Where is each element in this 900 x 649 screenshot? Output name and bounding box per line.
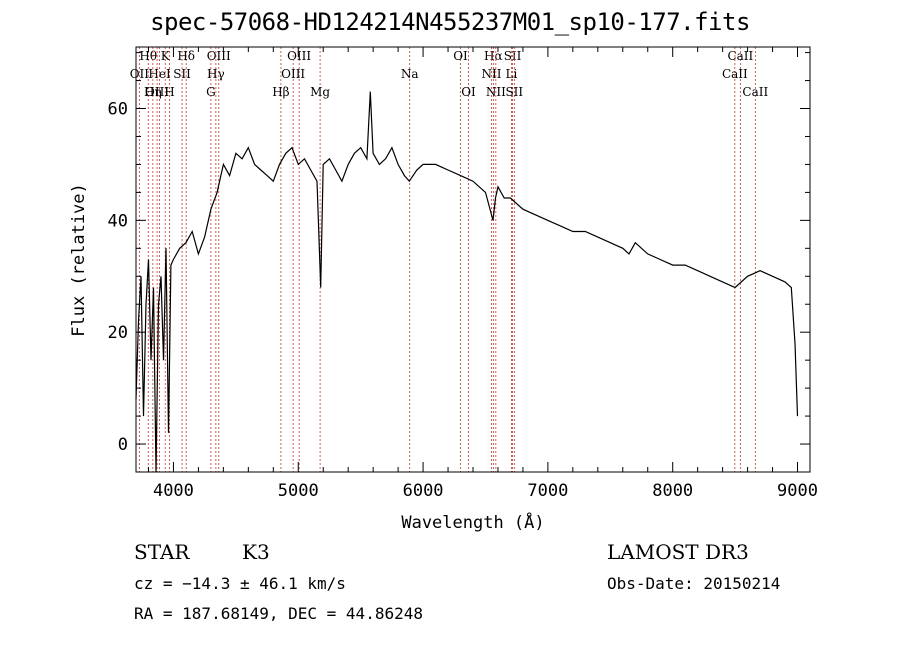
line-label: OIII [287,49,311,63]
chart-title: spec-57068-HD124214N455237M01_sp10-177.f… [150,8,750,36]
x-tick-label: 9000 [777,481,818,501]
x-tick-label: 5000 [278,481,319,501]
line-label: SII [504,49,522,63]
line-label: SII [505,85,523,99]
line-label: Li [506,67,518,81]
line-label: Hη [144,85,162,99]
y-tick-label: 60 [108,100,128,120]
line-label: SII [173,67,191,81]
line-label: Hα [484,49,503,63]
line-label: OI [461,85,476,99]
obs-date: Obs-Date: 20150214 [607,574,781,593]
y-axis-label: Flux (relative) [69,183,89,337]
line-label: K [161,49,171,63]
x-tick-label: 4000 [153,481,194,501]
line-label: NII [486,85,506,99]
line-label: Na [401,67,419,81]
line-label: G [206,85,216,99]
coordinates: RA = 187.68149, DEC = 44.86248 [134,604,423,623]
line-label: CaII [742,85,768,99]
survey-name: LAMOST DR3 [607,540,749,564]
line-label: Hβ [272,85,289,99]
spectrum-series-line [135,91,799,473]
line-label: CaII [722,67,748,81]
line-label: Hδ [177,49,195,63]
x-tick-label: 6000 [403,481,444,501]
axis-ticks: 4000 5000 6000 7000 8000 9000 0 20 40 60 [108,47,818,501]
line-label: HeI [148,67,171,81]
line-label: OII [130,67,150,81]
x-tick-label: 8000 [652,481,693,501]
x-axis-label: Wavelength (Å) [401,511,544,533]
line-label: NII [481,67,501,81]
y-tick-label: 0 [118,435,128,455]
line-label: Mg [310,85,330,99]
y-tick-label: 40 [108,211,128,231]
line-label: CaII [727,49,753,63]
line-label: OIII [145,85,169,99]
line-label: Hγ [207,67,225,81]
line-label: OIII [281,67,305,81]
redshift-text: cz = −14.3 ± 46.1 km/s [134,574,346,593]
plot-frame [135,46,811,473]
object-class: STAR [134,540,190,564]
line-label: OI [453,49,468,63]
object-subclass: K3 [242,540,270,564]
line-label: H [164,85,174,99]
line-label: OIII [207,49,231,63]
x-tick-label: 7000 [527,481,568,501]
y-tick-label: 20 [108,323,128,343]
